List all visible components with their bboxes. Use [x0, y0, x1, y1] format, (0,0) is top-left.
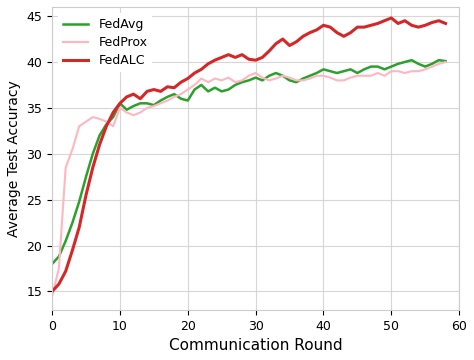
Line: FedAvg: FedAvg [52, 60, 446, 264]
FedAvg [63, 239, 69, 243]
FedAvg [334, 71, 340, 75]
FedALC [63, 269, 69, 273]
FedALC [90, 165, 96, 170]
FedAvg [49, 262, 55, 266]
FedProx [151, 104, 157, 108]
FedProx [334, 78, 340, 82]
FedAvg [409, 58, 414, 62]
FedALC [253, 58, 258, 62]
Line: FedALC: FedALC [52, 18, 446, 292]
FedProx [49, 294, 55, 298]
FedProx [63, 165, 69, 170]
X-axis label: Communication Round: Communication Round [169, 338, 342, 353]
FedALC [334, 31, 340, 35]
FedALC [443, 21, 448, 26]
Legend: FedAvg, FedProx, FedALC: FedAvg, FedProx, FedALC [58, 13, 152, 72]
FedAvg [151, 103, 157, 107]
FedAvg [90, 152, 96, 156]
FedAvg [443, 59, 448, 63]
FedALC [110, 110, 116, 114]
FedAvg [110, 115, 116, 119]
FedAvg [253, 76, 258, 80]
FedALC [49, 289, 55, 294]
FedProx [110, 124, 116, 129]
FedProx [443, 60, 448, 64]
Y-axis label: Average Test Accuracy: Average Test Accuracy [7, 80, 21, 237]
FedProx [253, 71, 258, 75]
FedALC [151, 87, 157, 92]
Line: FedProx: FedProx [52, 62, 446, 296]
FedProx [90, 115, 96, 119]
FedALC [388, 16, 394, 20]
